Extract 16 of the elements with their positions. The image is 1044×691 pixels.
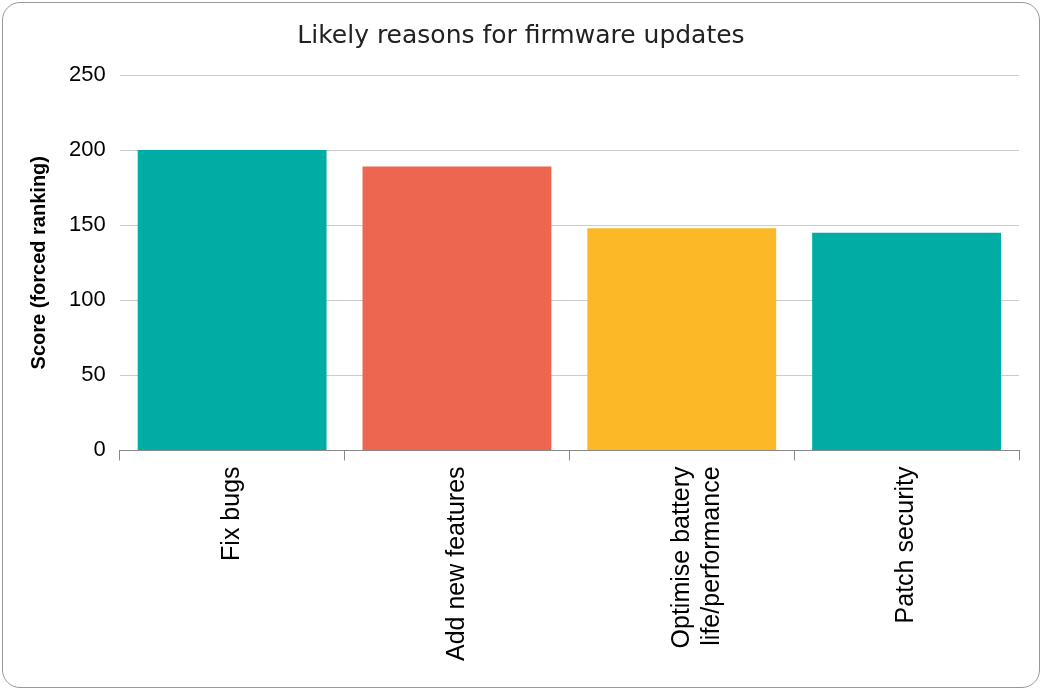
bar	[587, 228, 777, 450]
x-tick-label: Fix bugs	[216, 466, 245, 561]
y-tick-label: 200	[68, 136, 106, 162]
y-axis-title: Score (forced ranking)	[26, 156, 49, 370]
bar	[362, 166, 552, 450]
x-tick-label: Patch security	[890, 465, 919, 624]
bar	[812, 232, 1002, 450]
y-tick-label: 50	[81, 361, 106, 387]
chart-title: Likely reasons for firmware updates	[297, 19, 745, 49]
x-tick-label: Optimise battery life/performance	[665, 465, 724, 649]
bar	[137, 150, 327, 450]
y-tick-label: 250	[68, 61, 106, 87]
y-tick-label: 0	[93, 436, 106, 462]
y-tick-label: 150	[68, 211, 106, 237]
y-tick-label: 100	[68, 286, 106, 312]
x-tick-label: Add new features	[440, 466, 469, 662]
